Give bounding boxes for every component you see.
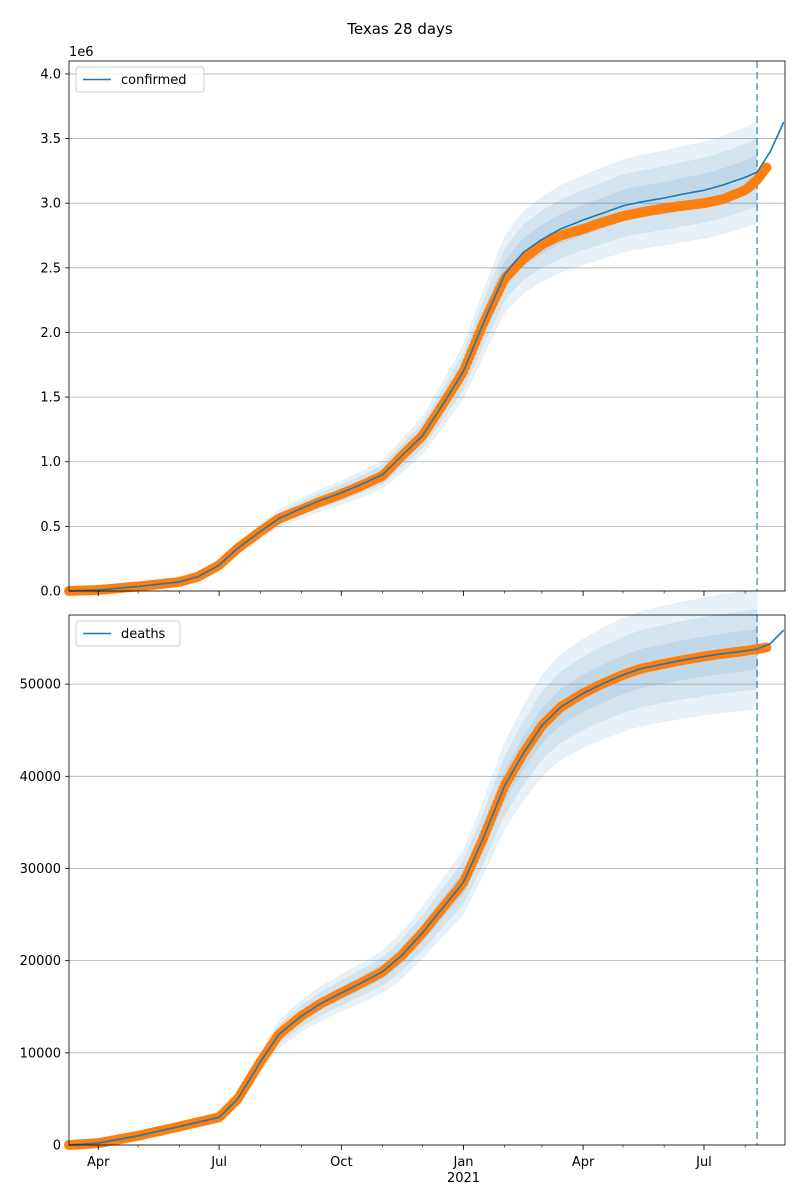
y-tick-label: 2.0 [40, 326, 61, 341]
y-tick-label: 3.5 [40, 132, 61, 147]
uncertainty-band [68, 608, 758, 1146]
y-tick-label: 2.5 [40, 261, 61, 276]
y-tick-label: 20000 [20, 954, 61, 969]
y-tick-label: 1.0 [40, 455, 61, 470]
y-tick-label: 0 [53, 1139, 61, 1154]
y-tick-label: 1.5 [40, 391, 61, 406]
y-tick-label: 30000 [20, 862, 61, 877]
y-tick-label: 40000 [20, 770, 61, 785]
x-tick-label: Oct [330, 1155, 352, 1170]
x-tick-label: Apr [572, 1155, 595, 1170]
legend-label: confirmed [121, 73, 187, 88]
legend-box [75, 620, 181, 647]
y-offset-label: 1e6 [69, 45, 94, 60]
legend-box [75, 66, 205, 93]
plot-frame [68, 60, 786, 592]
legend-label: deaths [121, 627, 166, 642]
x-tick-label: Jan [453, 1155, 474, 1170]
model-line [68, 629, 785, 1146]
x-tick-label: Apr [87, 1155, 110, 1170]
observed-point [761, 162, 772, 173]
model-line [68, 121, 785, 592]
plot-frame [68, 614, 786, 1146]
x-tick-label: Jul [695, 1155, 712, 1170]
y-tick-label: 50000 [20, 678, 61, 693]
x-tick-year-label: 2021 [447, 1171, 480, 1186]
figure-title: Texas 28 days [347, 20, 453, 38]
x-tick-label: Jul [210, 1155, 227, 1170]
y-tick-label: 4.0 [40, 67, 61, 82]
y-tick-label: 0.5 [40, 520, 61, 535]
y-tick-label: 0.0 [40, 585, 61, 600]
y-tick-label: 3.0 [40, 197, 61, 212]
y-tick-label: 10000 [20, 1046, 61, 1061]
